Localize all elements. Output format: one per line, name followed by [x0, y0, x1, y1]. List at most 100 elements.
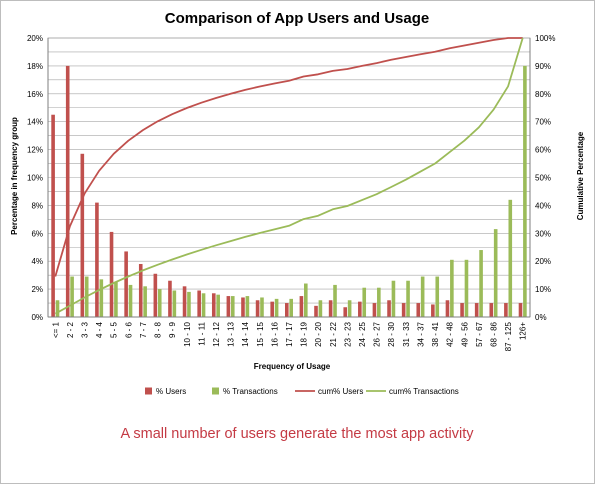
bar-users — [270, 301, 274, 317]
x-tick-label: 20 - 20 — [314, 321, 323, 346]
y-axis-left-ticks: 0% 2% 4% 6% 8% 10% 12% 14% 16% 18% 20% — [27, 34, 43, 322]
y-tick-label: 18% — [27, 62, 43, 71]
bar-users — [387, 300, 391, 317]
legend-label: % Transactions — [223, 387, 278, 396]
bar-transactions — [157, 289, 162, 317]
x-tick-label: 68 - 86 — [490, 321, 499, 346]
bar-users — [416, 303, 421, 317]
bar-users — [124, 251, 128, 317]
bar-transactions — [464, 259, 469, 317]
x-tick-label: 31 - 33 — [402, 321, 411, 346]
y-tick-label: 10% — [27, 174, 43, 183]
bar-users — [197, 290, 201, 317]
x-tick-label: 57 - 67 — [475, 321, 484, 346]
bar-transactions — [70, 276, 74, 317]
y2-tick-label: 80% — [535, 90, 551, 99]
x-tick-label: 24 - 25 — [358, 321, 367, 346]
caption: A small number of users generate the mos… — [120, 426, 474, 442]
y-tick-label: 0% — [31, 313, 43, 322]
x-tick-label: 10 - 10 — [183, 321, 192, 346]
bar-transactions — [508, 199, 513, 317]
bar-transactions — [333, 284, 337, 317]
bar-transactions — [274, 298, 279, 317]
bar-users — [51, 114, 55, 317]
bar-users — [431, 304, 435, 317]
bar-users — [211, 293, 216, 317]
y2-tick-label: 90% — [535, 62, 551, 71]
y2-tick-label: 100% — [535, 34, 555, 43]
y-tick-label: 4% — [31, 257, 43, 266]
chart-title: Comparison of App Users and Usage — [165, 10, 430, 27]
bar-users — [95, 202, 99, 317]
bar-users — [182, 286, 187, 317]
bar-users — [80, 153, 85, 317]
bar-transactions — [201, 293, 206, 317]
x-tick-label: 8 - 8 — [154, 321, 163, 338]
bar-users — [460, 303, 464, 317]
y-tick-label: 8% — [31, 201, 43, 210]
bar-transactions — [245, 296, 250, 317]
bar-transactions — [55, 300, 60, 317]
x-tick-label: 18 - 19 — [300, 321, 309, 346]
legend-swatch — [212, 387, 219, 395]
x-tick-label: 12 - 12 — [212, 321, 221, 346]
x-tick-label: 3 - 3 — [81, 321, 90, 338]
bar-transactions — [479, 250, 483, 317]
y2-tick-label: 60% — [535, 146, 551, 155]
bar-transactions — [216, 294, 220, 317]
bar-users — [401, 303, 406, 317]
y-axis-title: Percentage in frequency group — [10, 117, 19, 235]
line-cum-transactions — [54, 37, 524, 315]
bar-users — [299, 296, 304, 317]
x-tick-label: 7 - 7 — [139, 321, 148, 338]
bar-users — [226, 296, 231, 317]
x-tick-label: 14 - 14 — [241, 321, 250, 346]
bar-transactions — [187, 291, 191, 317]
bar-users — [314, 305, 318, 317]
bar-users — [255, 300, 260, 317]
x-tick-label: 38 - 41 — [431, 321, 440, 346]
x-tick-label: 5 - 5 — [110, 321, 119, 338]
x-tick-label: 6 - 6 — [124, 321, 133, 338]
y2-tick-label: 50% — [535, 174, 551, 183]
bar-transactions — [406, 280, 410, 317]
y2-tick-label: 10% — [535, 285, 551, 294]
legend-item: cum% Users — [295, 387, 363, 396]
bar-transactions — [260, 297, 264, 317]
bar-transactions — [362, 287, 367, 317]
bar-users — [474, 303, 479, 317]
bar-users — [445, 300, 450, 317]
y2-tick-label: 30% — [535, 229, 551, 238]
x-tick-label: 23 - 23 — [343, 321, 352, 346]
bar-transactions — [114, 282, 118, 317]
x-tick-label: 13 - 13 — [227, 321, 236, 346]
bar-users — [358, 301, 362, 317]
bar-users — [285, 303, 289, 317]
y-tick-label: 6% — [31, 229, 43, 238]
bar-transactions — [128, 284, 133, 317]
x-tick-label: 126+ — [519, 322, 528, 340]
legend: % Users % Transactions cum% Users cum% Tran… — [145, 387, 459, 396]
bar-users — [241, 297, 245, 317]
y-tick-label: 2% — [31, 285, 43, 294]
y2-tick-label: 20% — [535, 257, 551, 266]
y2-axis-title: Cumulative Percentage — [576, 131, 585, 220]
x-tick-label: 87 - 125 — [504, 321, 513, 351]
legend-item: % Users — [145, 387, 186, 396]
bar-users — [328, 300, 333, 317]
legend-label: cum% Users — [318, 387, 363, 396]
series-lines — [54, 37, 524, 315]
x-axis-title: Frequency of Usage — [254, 362, 331, 371]
bar-transactions — [391, 280, 396, 317]
line-cum-users — [54, 37, 523, 277]
bar-users — [504, 303, 508, 317]
x-tick-label: 2 - 2 — [66, 321, 75, 338]
legend-item: % Transactions — [212, 387, 278, 396]
x-tick-label: 34 - 37 — [417, 321, 426, 346]
y-tick-label: 14% — [27, 118, 43, 127]
x-tick-label: 15 - 15 — [256, 321, 265, 346]
y-tick-label: 20% — [27, 34, 43, 43]
bar-users — [489, 303, 494, 317]
bar-users — [518, 303, 523, 317]
